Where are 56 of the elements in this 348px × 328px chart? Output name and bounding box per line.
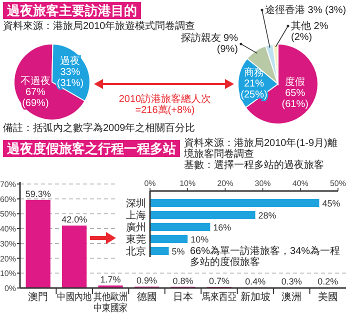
- x-tick-label: 德國: [136, 292, 157, 303]
- y-tick-label: 10%: [0, 269, 16, 278]
- x-tick-label: 美國: [318, 291, 338, 303]
- source-note: 資料來源：港旅局2010年旅遊模式問卷調查: [3, 20, 196, 32]
- slice-label: 其他 2% (2%): [291, 20, 328, 43]
- data-label: 0.3%: [281, 276, 302, 287]
- data-label: 28%: [258, 210, 276, 220]
- data-label: 67% (69%): [22, 86, 49, 109]
- x-tick-label: 新加坡: [240, 291, 270, 303]
- data-label: 65% (61%): [282, 88, 308, 110]
- data-label: 1.7%: [100, 274, 121, 284]
- y-tick-label: 30%: [0, 239, 16, 248]
- chart-title: 過夜度假旅客之行程一程多站: [6, 141, 176, 156]
- data-label: 0.8%: [172, 276, 194, 286]
- chart-title: 過夜旅客主要訪港目的: [6, 3, 137, 18]
- slice-label: 途徑香港 3% (3%): [265, 4, 346, 16]
- x-tick-label: 20%: [217, 179, 234, 188]
- y-tick-label: 深圳: [126, 198, 146, 210]
- x-tick-label: 0%: [144, 179, 156, 188]
- y-tick-label: 上海: [126, 210, 146, 222]
- data-label: 0.4%: [245, 276, 266, 286]
- data-label: 0.7%: [208, 276, 230, 286]
- y-tick-label: 50%: [0, 210, 16, 219]
- annotation: 66%為單一訪港旅客，34%為一程多站的度假旅客: [190, 245, 340, 268]
- text: 2010訪港旅客總人次 =216萬(+8%): [118, 93, 212, 116]
- data-label: 42.0%: [62, 214, 88, 225]
- y-tick-label: 北京: [126, 246, 146, 258]
- y-tick-label: 40%: [0, 224, 16, 234]
- x-tick-label: 澳洲: [282, 291, 302, 303]
- y-tick-label: 0%: [4, 284, 16, 293]
- x-tick-label: 日本: [173, 291, 193, 303]
- x-tick-label: 澳門: [28, 291, 48, 303]
- x-tick-label: 10%: [180, 179, 196, 188]
- slice-label: 度假: [285, 76, 306, 88]
- data-label: 5%: [172, 246, 185, 256]
- x-tick-label: 50%: [330, 179, 346, 188]
- source-note: 資料來源：港旅局2010年(1-9月)離境旅客問卷調查: [183, 137, 338, 160]
- x-tick-label: 30%: [254, 179, 271, 188]
- x-tick-label: 40%: [292, 179, 308, 188]
- slice-label: 過夜: [60, 55, 80, 68]
- data-label: 33% (31%): [56, 67, 84, 90]
- y-tick-label: 廣州: [126, 222, 146, 234]
- data-label: 59.3%: [25, 188, 51, 199]
- text: 基數：選擇一程多站的過夜旅客: [184, 159, 324, 171]
- text: 備註：括弧內之數字為2009年之相關百分比: [3, 122, 196, 134]
- y-tick-label: 70%: [0, 180, 16, 189]
- data-label: 10%: [190, 234, 209, 244]
- y-tick-label: 60%: [0, 194, 16, 204]
- data-label: 0.2%: [318, 276, 338, 287]
- slice-label: 探訪親友 9% (9%): [180, 32, 238, 55]
- y-tick-label: 東莞: [126, 234, 146, 246]
- slice-label: 不過夜: [20, 74, 50, 87]
- y-tick-label: 20%: [0, 254, 16, 264]
- data-label: 16%: [213, 222, 232, 232]
- data-label: 0.9%: [136, 276, 158, 286]
- data-label: 45%: [322, 198, 340, 208]
